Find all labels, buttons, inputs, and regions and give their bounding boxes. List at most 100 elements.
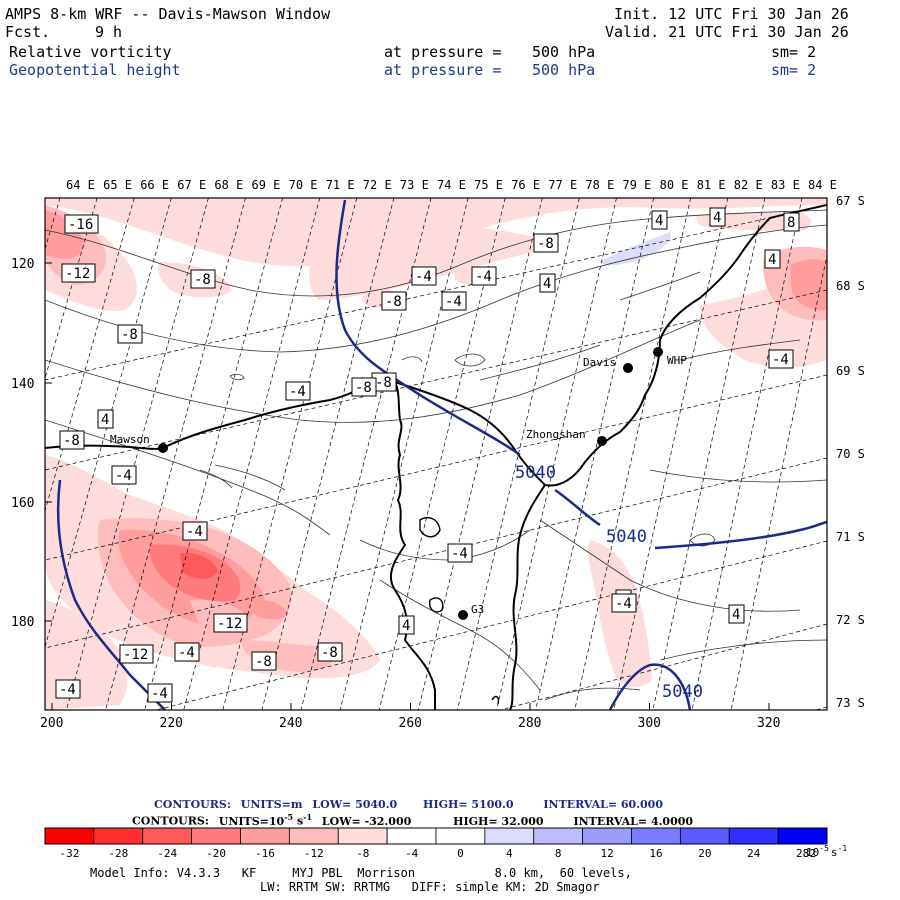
field2-name: Geopotential height [9, 61, 181, 79]
colorbar-tick-label: 24 [747, 847, 761, 860]
vorticity-label: 4 [713, 210, 721, 226]
vorticity-label: -16 [68, 217, 93, 233]
meridian-line [691, 198, 803, 710]
vorticity-label: -4 [772, 352, 789, 368]
forecast-label: Fcst. [5, 23, 51, 41]
field1-level: 500 hPa [532, 43, 596, 61]
vorticity-label: -4 [151, 686, 168, 702]
contour-high: HIGH= 32.000 [453, 814, 544, 828]
parallel-line [814, 706, 827, 710]
vorticity-label-box [61, 263, 96, 283]
contour-low: LOW= 5040.0 [312, 798, 398, 811]
meridian-line [339, 198, 469, 710]
vorticity-label-box [398, 615, 415, 635]
vorticity-label: -8 [321, 645, 338, 661]
longitude-label: 80 E [660, 178, 689, 192]
colorbar-units: 10-5 s-1 [806, 844, 847, 859]
vorticity-label-box [213, 613, 248, 633]
colorbar-tick-label: 28 [796, 847, 809, 860]
colorbar-tick-label: -4 [405, 847, 419, 860]
colorbar-cell [288, 827, 339, 845]
x-tick-label: 220 [160, 716, 183, 731]
vorticity-label: 4 [543, 276, 551, 292]
contour-units: UNITS=10 [218, 814, 285, 828]
colorbar-cell [777, 827, 828, 845]
meridian-line [496, 198, 617, 710]
vorticity-label: -4 [451, 546, 468, 562]
y-tick-label: 160 [11, 496, 34, 511]
longitude-label: 68 E [214, 178, 243, 192]
contour-units-rest: s [296, 814, 304, 828]
vorticity-label-box [411, 266, 437, 286]
stations: Mawson Davis WHP Zhongshan G3 [110, 347, 687, 620]
colorbar-tick-label: 4 [506, 847, 513, 860]
vorticity-label-box [119, 644, 154, 664]
contour-units-exp2: -1 [303, 812, 313, 822]
vorticity-label: 4 [402, 618, 410, 634]
vorticity-label: -8 [355, 380, 372, 396]
longitude-labels: 64 E 65 E 66 E 67 E 68 E 69 E 70 E 71 E 72 E 73 E… [66, 178, 837, 192]
y-axis-ticks: 120 140 160 180 [11, 257, 52, 630]
contour-interval: INTERVAL= 60.000 [543, 798, 663, 811]
latitude-label: 72 S [836, 613, 865, 627]
contour-low: LOW= -32.000 [321, 814, 412, 828]
longitude-label: 81 E [697, 178, 726, 192]
vorticity-label: -4 [445, 294, 462, 310]
longitude-label: 83 E [771, 178, 800, 192]
vorticity-label-box [351, 377, 377, 397]
station-dot-icon [158, 443, 168, 453]
vorticity-label-box [611, 593, 637, 613]
vorticity-label: -4 [289, 384, 306, 400]
station-label-davis: Davis [583, 356, 616, 369]
contour-high: HIGH= 5100.0 [423, 798, 514, 811]
x-tick-label: 240 [279, 716, 302, 731]
longitude-label: 76 E [511, 178, 540, 192]
vorticity-label-box [539, 273, 556, 293]
vorticity-label: -8 [63, 433, 80, 449]
meridian-line [417, 198, 543, 710]
x-tick-label: 320 [757, 716, 780, 731]
colorbar-tick-label: 12 [600, 847, 613, 860]
colorbar-tick-label: 20 [698, 847, 711, 860]
vorticity-label-box [174, 642, 200, 662]
colorbar-cell [679, 827, 730, 845]
longitude-label: 65 E [103, 178, 132, 192]
vorticity-labels: -16-12 -8-8-8-4 -4-84-44-4-8-8-4-4-12-8-4-… [55, 207, 800, 703]
vorticity-label: -8 [385, 294, 402, 310]
vorticity-label: -8 [121, 327, 138, 343]
vorticity-label: -4 [475, 269, 492, 285]
colorbar-cell [582, 827, 632, 845]
y-tick-label: 140 [11, 377, 34, 392]
colorbar-tick-label: 0 [457, 847, 464, 860]
height-label: 5040 [662, 682, 703, 702]
map-frame [44, 197, 828, 711]
model-info-line2: LW: RRTM SW: RRTMG DIFF: simple KM: 2D S… [260, 880, 600, 894]
meridian-line [45, 198, 172, 649]
longitude-label: 84 E [808, 178, 837, 192]
contour-prefix: CONTOURS: [154, 798, 231, 811]
latitude-label: 69 S [836, 364, 865, 378]
forecast-hours: 9 h [95, 23, 123, 41]
height-label: 5040 [515, 463, 556, 483]
vorticity-label-box [111, 465, 137, 485]
longitude-label: 64 E [66, 178, 95, 192]
colorbar-tick-label: -32 [60, 847, 80, 860]
longitude-label: 71 E [326, 178, 355, 192]
height-labels: 5040 5040 5040 [515, 463, 703, 702]
vorticity-label: -4 [615, 596, 632, 612]
vorticity-contours [45, 209, 827, 701]
meridian-line [730, 253, 827, 710]
colorbar-cell [728, 827, 779, 845]
parallel-line [45, 204, 827, 381]
meridian-line [183, 198, 321, 710]
vorticity-label: -12 [217, 616, 242, 632]
colorbar-tick-label: -8 [356, 847, 369, 860]
vorticity-label: -4 [186, 524, 203, 540]
longitude-label: 78 E [585, 178, 614, 192]
vorticity-label-box [783, 212, 800, 232]
colorbar-cell [191, 827, 241, 845]
vorticity-label: -8 [194, 272, 211, 288]
meridian-line [652, 198, 766, 710]
parallel-line [499, 623, 827, 710]
vorticity-contour-info: CONTOURS: UNITS=10-5 s-1 LOW= -32.000 HI… [132, 812, 693, 828]
